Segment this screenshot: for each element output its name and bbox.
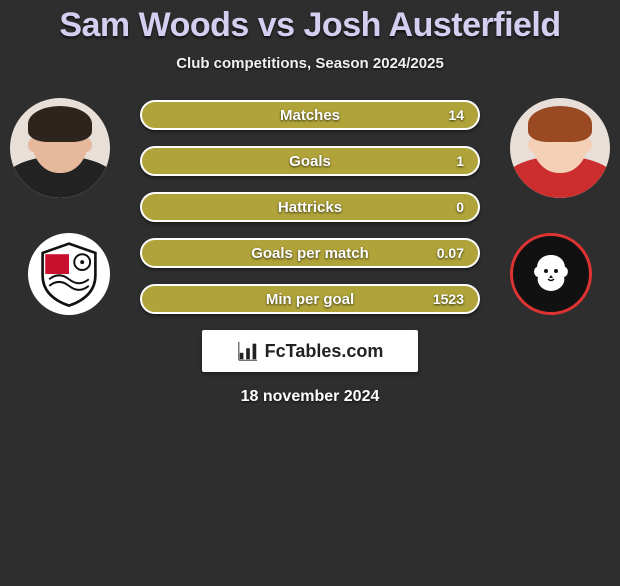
stat-label: Hattricks (142, 199, 478, 216)
stat-label: Min per goal (142, 291, 478, 308)
player-right-hair (528, 106, 592, 142)
bromley-badge-icon (36, 241, 102, 307)
subtitle: Club competitions, Season 2024/2025 (0, 55, 620, 72)
stat-row: Matches14 (140, 100, 480, 130)
logo-text: FcTables.com (265, 341, 384, 362)
player-right-avatar (510, 98, 610, 198)
player-left-avatar (10, 98, 110, 198)
stat-label: Goals (142, 153, 478, 170)
stat-right-value: 0 (456, 199, 464, 215)
salford-lion-icon (526, 249, 576, 299)
stat-label: Goals per match (142, 245, 478, 262)
comparison-panel: Matches14 Goals1 Hattricks0 Goals per match… (0, 98, 620, 406)
club-right-crest (510, 233, 592, 315)
stat-row: Goals1 (140, 146, 480, 176)
club-left-crest (28, 233, 110, 315)
date-text: 18 november 2024 (0, 388, 620, 406)
page-title: Sam Woods vs Josh Austerfield (0, 6, 620, 45)
stat-row: Hattricks0 (140, 192, 480, 222)
stat-right-value: 14 (448, 107, 464, 123)
stats-bars: Matches14 Goals1 Hattricks0 Goals per match… (140, 98, 480, 314)
stat-right-value: 1 (456, 153, 464, 169)
stat-row: Goals per match0.07 (140, 238, 480, 268)
stat-right-value: 0.07 (437, 245, 464, 261)
player-left-hair (28, 106, 92, 142)
stat-right-value: 1523 (433, 291, 464, 307)
stat-label: Matches (142, 107, 478, 124)
fctables-logo[interactable]: FcTables.com (202, 330, 418, 372)
stat-row: Min per goal1523 (140, 284, 480, 314)
bar-chart-icon (237, 340, 259, 362)
